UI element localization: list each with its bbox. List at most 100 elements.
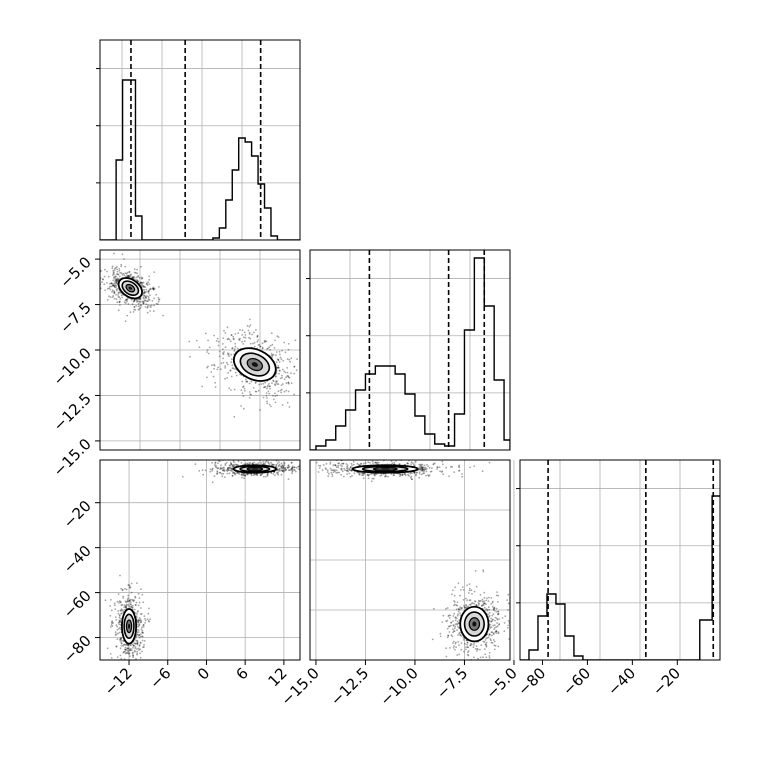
scatter-point	[420, 463, 422, 466]
scatter-point	[290, 357, 293, 360]
scatter-point	[231, 474, 234, 477]
scatter-point	[280, 462, 283, 465]
scatter-point	[103, 283, 106, 286]
scatter-point	[219, 368, 222, 370]
scatter-point	[401, 473, 404, 476]
scatter-point	[484, 602, 486, 604]
scatter-point	[478, 600, 481, 603]
scatter-point	[339, 468, 342, 470]
scatter-point	[281, 404, 284, 406]
scatter-point	[453, 604, 455, 607]
scatter-point	[421, 463, 424, 466]
scatter-point	[120, 294, 123, 297]
scatter-point	[461, 586, 464, 588]
scatter-point	[142, 292, 145, 295]
scatter-point	[128, 649, 130, 652]
scatter-point	[212, 375, 215, 378]
scatter-point	[481, 603, 484, 606]
scatter-point	[144, 622, 147, 624]
scatter-point	[436, 466, 439, 469]
scatter-point	[201, 469, 204, 472]
scatter-point	[129, 274, 132, 276]
scatter-point	[214, 462, 217, 464]
scatter-point	[158, 286, 160, 288]
scatter-point	[127, 652, 130, 655]
scatter-point	[485, 599, 487, 602]
scatter-point	[230, 463, 233, 465]
scatter-point	[367, 474, 370, 477]
scatter-point	[482, 602, 485, 605]
scatter-point	[126, 300, 128, 303]
scatter-point	[211, 470, 213, 472]
scatter-point	[336, 471, 339, 474]
scatter-point	[467, 646, 469, 649]
scatter-point	[457, 634, 459, 636]
panel-frame	[99, 459, 301, 661]
scatter-point	[228, 387, 231, 389]
scatter-point	[411, 472, 413, 474]
scatter-point	[337, 466, 340, 469]
scatter-point	[119, 298, 122, 300]
scatter-point	[241, 340, 244, 343]
scatter-point	[232, 471, 235, 474]
scatter-point	[231, 347, 234, 350]
scatter-point	[524, 465, 526, 467]
scatter-point	[331, 469, 334, 472]
scatter-point	[491, 600, 494, 603]
scatter-point	[147, 297, 150, 299]
scatter-point	[281, 349, 283, 352]
scatter-point	[249, 393, 252, 396]
scatter-point	[489, 638, 492, 641]
scatter-point	[385, 475, 388, 477]
scatter-point	[137, 625, 139, 628]
scatter-point	[222, 469, 225, 472]
scatter-point	[483, 641, 486, 643]
scatter-point	[115, 273, 118, 275]
scatter-point	[217, 366, 220, 369]
scatter-point	[460, 642, 463, 644]
scatter-point	[456, 614, 459, 617]
scatter-point	[493, 607, 496, 609]
scatter-point	[257, 462, 259, 465]
scatter-point	[138, 624, 141, 626]
scatter-point	[124, 302, 127, 304]
scatter-point	[114, 275, 117, 277]
scatter-point	[254, 390, 257, 393]
scatter-points	[310, 460, 526, 660]
scatter-point	[133, 644, 135, 647]
scatter-point	[228, 464, 231, 467]
scatter-point	[485, 645, 488, 648]
scatter-point	[463, 604, 465, 607]
scatter-point	[103, 275, 106, 278]
scatter-point	[128, 652, 131, 654]
scatter-point	[415, 473, 417, 476]
scatter-point	[122, 644, 125, 647]
scatter-point	[269, 387, 271, 390]
scatter-point	[231, 470, 234, 472]
scatter-point	[153, 287, 156, 290]
scatter-point	[129, 599, 131, 602]
scatter-point	[128, 586, 131, 589]
scatter-point	[295, 466, 298, 469]
scatter-point	[476, 650, 478, 652]
scatter-point	[121, 609, 124, 611]
scatter-point	[111, 274, 114, 276]
scatter-point	[232, 465, 235, 467]
scatter-point	[420, 468, 423, 471]
scatter-point	[250, 474, 253, 477]
scatter-point	[130, 298, 133, 301]
scatter-point	[139, 656, 142, 659]
scatter-point	[458, 469, 461, 472]
scatter-point	[148, 620, 151, 623]
scatter-point	[247, 329, 250, 332]
scatter-point	[495, 607, 498, 610]
scatter-point	[452, 647, 455, 649]
scatter-point	[207, 339, 210, 342]
scatter-point	[132, 646, 134, 649]
scatter-point	[129, 585, 131, 587]
scatter-point	[144, 295, 147, 298]
scatter-point	[120, 617, 122, 620]
scatter-point	[492, 618, 494, 621]
scatter-point	[226, 377, 229, 379]
